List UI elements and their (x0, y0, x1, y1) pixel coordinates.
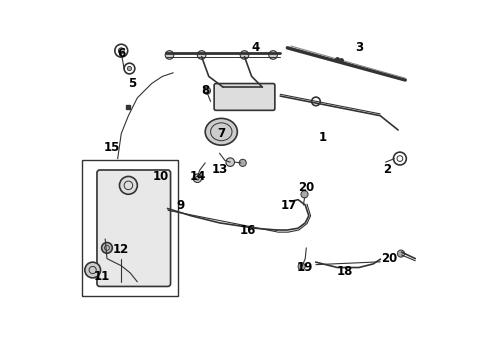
Text: 1: 1 (318, 131, 326, 144)
Text: 12: 12 (113, 243, 129, 256)
Circle shape (268, 51, 277, 59)
Text: 13: 13 (211, 163, 227, 176)
Circle shape (239, 159, 246, 166)
Circle shape (300, 191, 307, 198)
Circle shape (119, 176, 137, 194)
Circle shape (84, 262, 101, 278)
Circle shape (197, 51, 205, 59)
Circle shape (298, 263, 305, 270)
Text: 7: 7 (217, 127, 225, 140)
Text: 20: 20 (297, 181, 313, 194)
Circle shape (127, 66, 131, 71)
Text: 15: 15 (104, 141, 120, 154)
Text: 2: 2 (383, 163, 391, 176)
FancyBboxPatch shape (214, 84, 274, 111)
Text: 8: 8 (201, 84, 209, 97)
Text: 18: 18 (336, 265, 352, 278)
Text: 6: 6 (117, 47, 125, 60)
Circle shape (165, 51, 173, 59)
Ellipse shape (205, 118, 237, 145)
Text: 11: 11 (93, 270, 109, 283)
Circle shape (397, 250, 404, 257)
Text: 3: 3 (354, 41, 362, 54)
Text: 17: 17 (281, 198, 297, 212)
Circle shape (203, 87, 210, 94)
Circle shape (118, 48, 124, 54)
Circle shape (193, 174, 201, 183)
Circle shape (240, 51, 248, 59)
Text: 19: 19 (296, 261, 313, 274)
Text: 20: 20 (380, 252, 396, 265)
Text: 9: 9 (176, 198, 184, 212)
Text: 10: 10 (152, 170, 168, 183)
Bar (82, 160, 178, 296)
Text: 14: 14 (189, 170, 206, 183)
Text: 5: 5 (127, 77, 136, 90)
Circle shape (225, 158, 234, 166)
Circle shape (102, 243, 112, 253)
FancyBboxPatch shape (97, 170, 170, 287)
Text: 16: 16 (240, 224, 256, 237)
Text: 4: 4 (250, 41, 259, 54)
